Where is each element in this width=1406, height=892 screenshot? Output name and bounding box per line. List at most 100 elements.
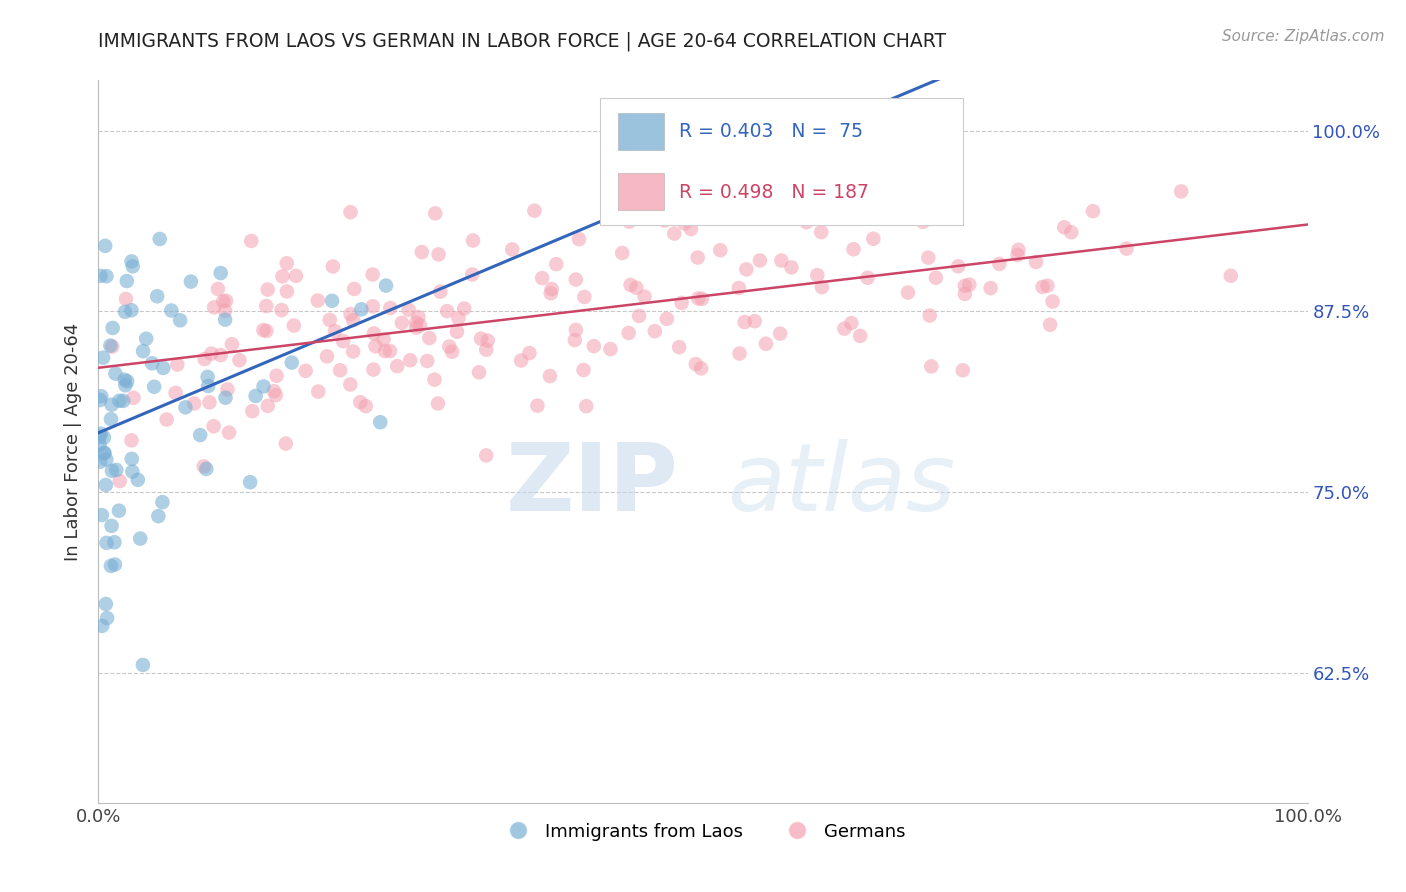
Point xyxy=(477,334,499,348)
Point xyxy=(679,222,702,236)
Point xyxy=(380,301,402,315)
Point xyxy=(115,374,138,388)
Point xyxy=(690,361,713,376)
Point xyxy=(470,332,492,346)
Point xyxy=(274,436,297,450)
Point xyxy=(1036,278,1059,293)
Point xyxy=(920,359,942,374)
Point xyxy=(212,294,235,309)
Point xyxy=(436,304,458,318)
Point xyxy=(100,398,122,412)
Point xyxy=(574,290,596,304)
Point xyxy=(254,299,277,313)
Point xyxy=(101,464,124,478)
Point xyxy=(628,309,651,323)
Point xyxy=(918,309,941,323)
Point xyxy=(619,277,641,292)
Point xyxy=(405,316,427,330)
Point xyxy=(1025,255,1047,269)
Point xyxy=(283,318,305,333)
Point xyxy=(685,357,707,371)
Point xyxy=(94,239,117,253)
Point xyxy=(531,271,554,285)
Point xyxy=(188,428,211,442)
Point xyxy=(114,373,136,387)
Point xyxy=(194,351,217,366)
Point xyxy=(363,326,385,341)
Point xyxy=(280,355,302,369)
FancyBboxPatch shape xyxy=(619,173,664,211)
Point xyxy=(91,619,114,633)
Point xyxy=(121,465,143,479)
Point xyxy=(197,379,219,393)
Point xyxy=(141,356,163,370)
Point xyxy=(526,399,548,413)
Point xyxy=(271,269,294,284)
Point xyxy=(957,277,980,292)
Point xyxy=(316,349,339,363)
Point xyxy=(214,303,236,318)
Point xyxy=(564,333,586,347)
Point xyxy=(276,285,298,299)
Point xyxy=(953,278,976,293)
Point xyxy=(94,478,117,492)
Point xyxy=(834,321,856,335)
Point xyxy=(633,290,655,304)
Point xyxy=(617,326,640,340)
Point xyxy=(1007,248,1029,262)
Point xyxy=(849,329,872,343)
Point xyxy=(127,473,149,487)
Point xyxy=(644,324,666,338)
Point xyxy=(349,395,371,409)
Point xyxy=(373,332,395,346)
Point xyxy=(368,415,391,429)
Point xyxy=(100,338,122,352)
Point xyxy=(221,337,243,351)
Point xyxy=(364,339,387,353)
Point xyxy=(475,343,498,357)
Point xyxy=(339,205,361,219)
Point xyxy=(121,303,143,318)
Point xyxy=(252,379,274,393)
Point xyxy=(655,311,678,326)
Point xyxy=(686,251,709,265)
Point xyxy=(240,234,263,248)
Point xyxy=(427,247,450,261)
Point xyxy=(307,384,329,399)
Point xyxy=(1042,294,1064,309)
Point xyxy=(423,373,446,387)
Point xyxy=(90,389,112,403)
Point xyxy=(425,206,447,220)
Point xyxy=(842,242,865,256)
Point xyxy=(104,558,127,572)
FancyBboxPatch shape xyxy=(619,112,664,151)
Point xyxy=(811,280,834,294)
Point xyxy=(202,301,225,315)
Point xyxy=(256,283,278,297)
Point xyxy=(654,213,676,227)
Point xyxy=(914,200,936,214)
Point xyxy=(671,296,693,310)
Legend: Immigrants from Laos, Germans: Immigrants from Laos, Germans xyxy=(494,815,912,848)
Point xyxy=(378,344,401,359)
Point xyxy=(215,293,238,308)
Text: atlas: atlas xyxy=(727,440,956,531)
Point xyxy=(180,275,202,289)
Point xyxy=(132,657,155,672)
Point xyxy=(374,344,396,359)
Point xyxy=(217,383,239,397)
Point xyxy=(89,455,111,469)
Point xyxy=(195,462,218,476)
Point xyxy=(343,282,366,296)
Point xyxy=(193,459,215,474)
Point xyxy=(416,354,439,368)
Point xyxy=(988,257,1011,271)
Point xyxy=(399,353,422,368)
Point xyxy=(121,254,143,268)
Point xyxy=(96,536,118,550)
Point xyxy=(322,260,344,274)
Point xyxy=(342,344,364,359)
Point xyxy=(510,353,533,368)
Point xyxy=(796,215,818,229)
Point xyxy=(925,270,948,285)
